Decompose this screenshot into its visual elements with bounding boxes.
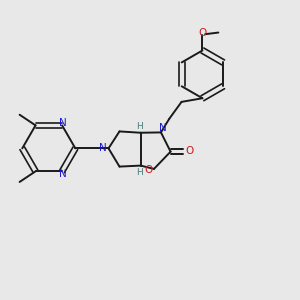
Text: N: N [99,143,106,153]
Text: O: O [144,165,152,175]
Text: N: N [159,123,167,133]
Text: N: N [59,118,67,128]
Text: H: H [136,122,142,130]
Text: O: O [199,28,207,38]
Text: O: O [185,146,194,156]
Text: N: N [59,169,67,179]
Text: H: H [136,168,142,177]
